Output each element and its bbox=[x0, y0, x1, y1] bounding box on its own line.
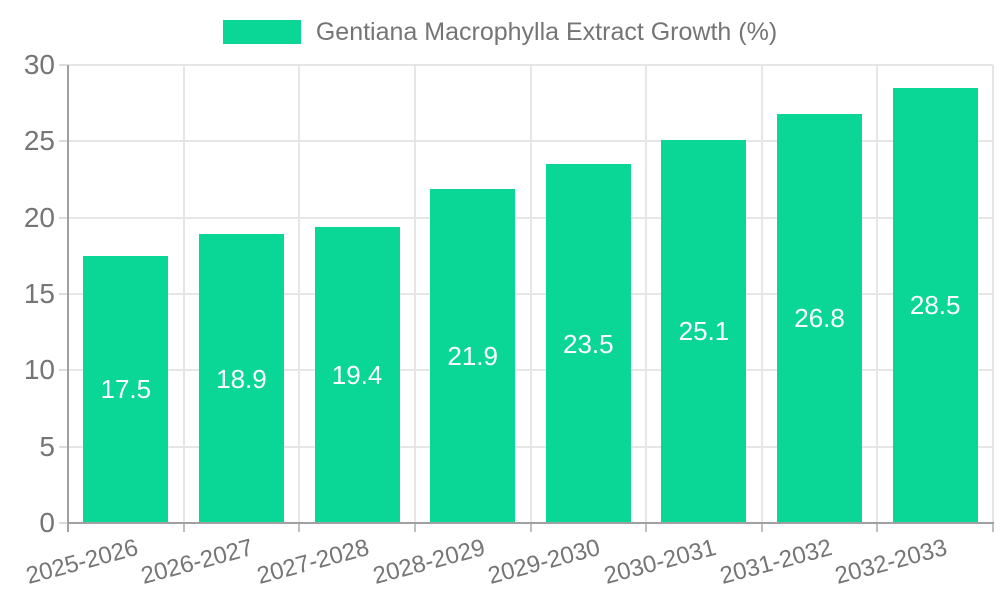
bar-value-label: 26.8 bbox=[794, 303, 845, 334]
legend[interactable]: Gentiana Macrophylla Extract Growth (%) bbox=[0, 18, 1000, 46]
bar[interactable] bbox=[430, 188, 516, 523]
x-gridline bbox=[992, 65, 994, 523]
bar[interactable] bbox=[545, 164, 631, 523]
bar[interactable] bbox=[198, 234, 284, 523]
x-axis-tick bbox=[760, 523, 763, 532]
y-axis-line bbox=[67, 65, 69, 532]
bar-value-label: 21.9 bbox=[447, 340, 498, 371]
y-axis-tick bbox=[59, 64, 68, 66]
bar[interactable] bbox=[314, 226, 400, 523]
legend-label: Gentiana Macrophylla Extract Growth (%) bbox=[315, 18, 778, 46]
bar-value-label: 19.4 bbox=[331, 359, 383, 390]
y-axis-tick bbox=[59, 140, 68, 143]
x-gridline bbox=[529, 65, 532, 523]
x-gridline bbox=[182, 65, 185, 523]
legend-swatch[interactable] bbox=[222, 20, 301, 44]
y-axis-tick bbox=[59, 445, 68, 448]
x-axis-tick bbox=[182, 523, 185, 532]
x-axis-tick bbox=[992, 523, 994, 532]
x-axis-tick bbox=[529, 523, 532, 532]
y-axis-label: 25 bbox=[23, 125, 55, 157]
x-gridline bbox=[413, 65, 416, 523]
x-gridline bbox=[645, 65, 648, 523]
y-axis-label: 5 bbox=[39, 430, 55, 462]
bar-value-label: 28.5 bbox=[909, 290, 961, 321]
x-axis-tick bbox=[876, 523, 879, 532]
y-axis-label: 20 bbox=[23, 201, 55, 233]
x-gridline bbox=[876, 65, 879, 523]
bar-value-label: 23.5 bbox=[563, 328, 614, 359]
x-gridline bbox=[298, 65, 301, 523]
y-axis-label: 10 bbox=[23, 354, 55, 386]
x-axis-line bbox=[67, 522, 994, 524]
bar[interactable] bbox=[661, 139, 747, 523]
y-axis-label: 0 bbox=[39, 507, 55, 538]
bar[interactable] bbox=[83, 255, 169, 523]
y-axis-tick bbox=[59, 522, 68, 524]
bar-value-label: 18.9 bbox=[216, 363, 267, 394]
x-axis-tick bbox=[298, 523, 301, 532]
y-axis-tick bbox=[59, 216, 68, 219]
bar-value-label: 17.5 bbox=[100, 374, 152, 405]
bar-value-label: 25.1 bbox=[678, 316, 730, 347]
y-axis-tick bbox=[59, 369, 68, 372]
x-axis-tick bbox=[645, 523, 648, 532]
x-gridline bbox=[760, 65, 763, 523]
bar[interactable] bbox=[777, 113, 863, 523]
x-axis-tick bbox=[413, 523, 416, 532]
y-axis-label: 15 bbox=[23, 278, 55, 309]
y-axis-label: 30 bbox=[23, 49, 55, 80]
y-axis-tick bbox=[59, 293, 68, 295]
bar[interactable] bbox=[892, 87, 978, 523]
